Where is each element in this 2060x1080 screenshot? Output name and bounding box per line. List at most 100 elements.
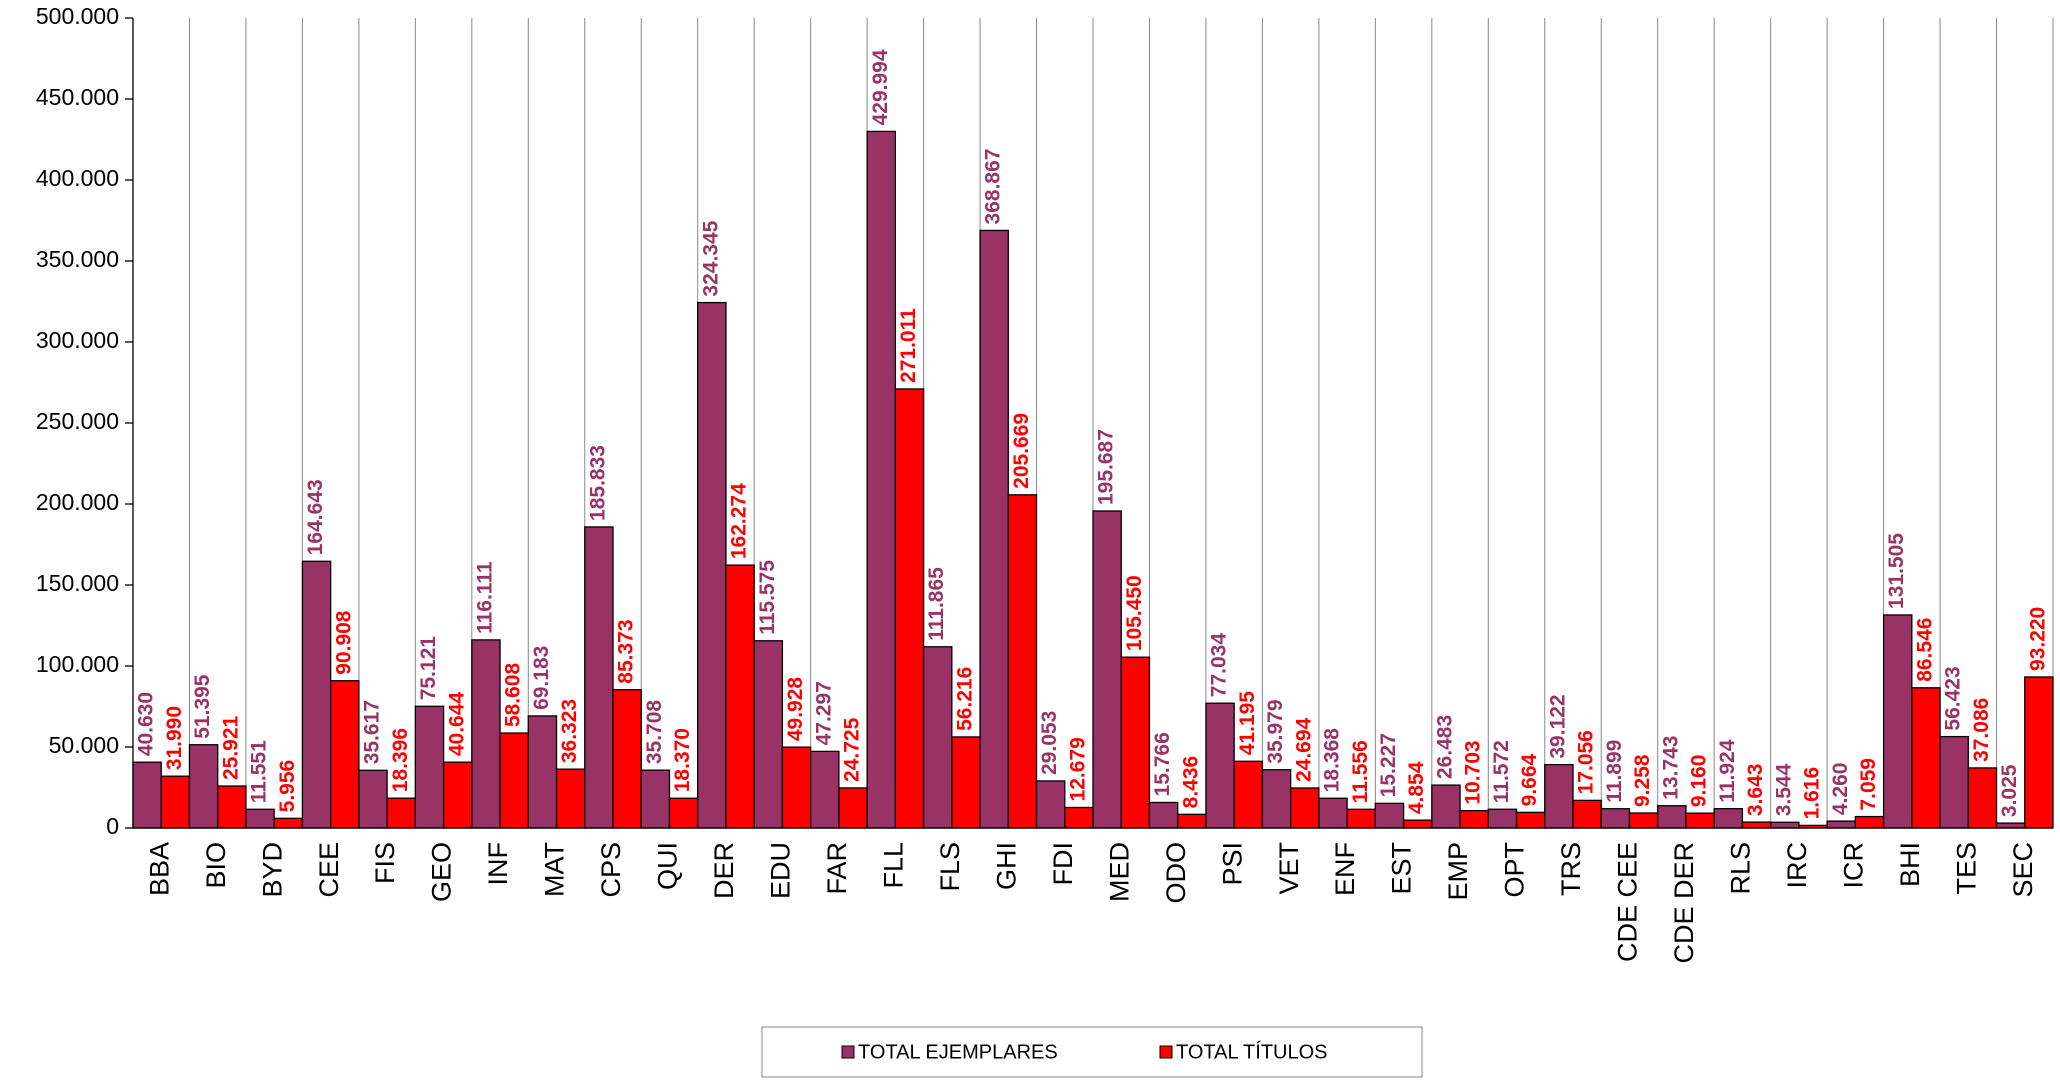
x-tick-label: TES — [1951, 842, 1981, 895]
x-tick-label: VET — [1274, 842, 1304, 895]
data-label: 271.011 — [897, 308, 920, 383]
data-label: 12.679 — [1066, 737, 1089, 801]
data-label: 4.854 — [1405, 761, 1428, 814]
data-label: 77.034 — [1208, 633, 1231, 698]
bar — [1854, 815, 1885, 829]
bar — [499, 732, 529, 829]
bar — [1318, 797, 1348, 829]
data-label: 75.121 — [417, 636, 440, 701]
bar — [951, 736, 981, 829]
x-tick-label: GHI — [991, 842, 1021, 890]
y-tick-label: 250.000 — [36, 408, 119, 434]
data-label: 69.183 — [530, 646, 553, 710]
bar — [1544, 763, 1574, 829]
bar — [838, 787, 868, 829]
data-label: 164.643 — [304, 479, 327, 555]
bar — [1177, 813, 1207, 829]
data-label: 8.436 — [1179, 756, 1202, 809]
y-tick-label: 100.000 — [36, 651, 119, 677]
bar — [329, 680, 360, 829]
x-tick-label: CDE DER — [1669, 842, 1699, 964]
data-label: 24.725 — [841, 717, 864, 782]
x-tick-label: CEE — [314, 842, 344, 898]
bar — [1487, 808, 1518, 829]
data-label: 15.766 — [1151, 732, 1174, 796]
bar — [1233, 760, 1264, 829]
data-label: 18.370 — [671, 728, 694, 792]
x-tick-label: RLS — [1726, 842, 1756, 895]
x-tick-label: GEO — [427, 842, 457, 902]
x-tick-label: EDU — [766, 842, 796, 899]
data-label: 11.572 — [1490, 740, 1513, 803]
bar — [1120, 656, 1151, 829]
bar — [1657, 805, 1687, 829]
bar — [584, 526, 614, 829]
data-label: 35.617 — [361, 700, 384, 764]
x-tick-label: MAT — [540, 842, 570, 897]
bar — [301, 560, 332, 829]
data-label: 162.274 — [728, 483, 751, 559]
x-tick-label: QUI — [653, 842, 683, 890]
x-tick-label: ODO — [1161, 842, 1191, 904]
data-label: 26.483 — [1433, 715, 1456, 779]
data-label: 185.833 — [586, 445, 609, 521]
data-label: 105.450 — [1123, 575, 1146, 651]
bar — [1882, 614, 1913, 829]
x-tick-label: IRC — [1782, 842, 1812, 889]
bar — [555, 768, 586, 829]
x-tick-label: BIO — [201, 842, 231, 889]
x-tick-label: FAR — [822, 842, 852, 895]
data-label: 56.423 — [1942, 666, 1965, 730]
x-tick-label: SEC — [2008, 842, 2038, 898]
bar — [1685, 812, 1715, 829]
data-label: 115.575 — [756, 560, 779, 635]
data-label: 15.227 — [1377, 733, 1400, 797]
bar — [1911, 687, 1941, 829]
data-label: 47.297 — [812, 681, 835, 745]
data-label: 11.556 — [1349, 740, 1372, 803]
y-tick-label: 400.000 — [36, 165, 119, 191]
bar — [2024, 676, 2054, 829]
data-label: 35.708 — [643, 700, 666, 765]
x-tick-label: OPT — [1500, 842, 1530, 898]
x-tick-label: CDE CEE — [1613, 842, 1643, 962]
bar — [273, 817, 304, 829]
y-tick-label: 450.000 — [36, 84, 119, 110]
bar — [442, 761, 473, 829]
bar — [866, 130, 897, 829]
data-label: 35.979 — [1264, 699, 1287, 763]
data-label: 17.056 — [1575, 730, 1598, 794]
bar — [809, 750, 840, 829]
y-tick-label: 0 — [106, 813, 119, 839]
legend-label: TOTAL EJEMPLARES — [858, 1041, 1058, 1063]
data-label: 85.373 — [615, 619, 638, 683]
bar — [1035, 780, 1066, 829]
data-label: 429.994 — [869, 49, 892, 125]
bar — [894, 388, 925, 829]
bar — [1092, 510, 1122, 829]
bar — [725, 564, 755, 829]
data-label: 205.669 — [1010, 413, 1033, 489]
bar — [414, 705, 445, 829]
data-label: 18.368 — [1321, 728, 1344, 793]
data-label: 93.220 — [2026, 607, 2049, 671]
x-tick-label: BBA — [144, 842, 174, 896]
bar — [1261, 769, 1292, 829]
data-label: 36.323 — [558, 699, 581, 763]
bar — [1600, 808, 1631, 829]
data-label: 11.924 — [1716, 739, 1739, 802]
x-tick-label: FIS — [370, 842, 400, 884]
bar — [1741, 821, 1772, 829]
x-tick-label: PSI — [1217, 842, 1247, 886]
bar — [1402, 819, 1433, 829]
x-tick-label: INF — [483, 842, 513, 886]
bar — [1572, 799, 1602, 829]
bar — [188, 744, 219, 829]
x-tick-label: ENF — [1330, 842, 1360, 896]
data-label: 195.687 — [1095, 429, 1118, 505]
data-label: 86.546 — [1913, 618, 1936, 682]
data-label: 131.505 — [1885, 533, 1908, 609]
data-label: 11.899 — [1603, 740, 1626, 803]
data-label: 7.059 — [1857, 758, 1880, 811]
bar — [1148, 801, 1179, 829]
